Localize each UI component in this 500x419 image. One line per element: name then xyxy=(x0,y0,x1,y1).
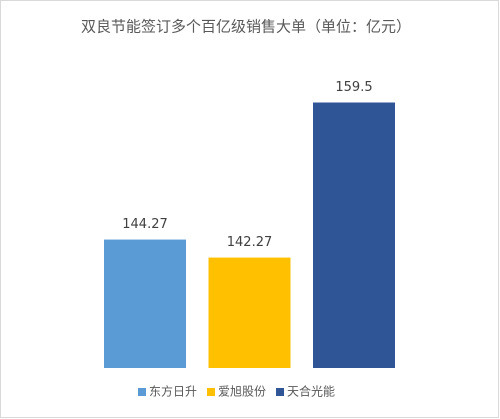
legend-label: 爱旭股份 xyxy=(218,385,266,399)
chart-title: 双良节能签订多个百亿级销售大单（单位：亿元） xyxy=(81,18,411,36)
value-label: 159.5 xyxy=(335,80,372,95)
bar xyxy=(104,239,186,368)
legend-swatch xyxy=(276,388,285,396)
bar xyxy=(313,102,395,368)
value-label: 142.27 xyxy=(227,235,273,250)
legend-label: 东方日升 xyxy=(149,384,197,399)
bar xyxy=(208,257,291,368)
legend-swatch xyxy=(138,388,146,396)
legend-swatch xyxy=(207,388,216,396)
value-label: 144.27 xyxy=(122,217,168,232)
legend-label: 天合光能 xyxy=(287,384,335,399)
